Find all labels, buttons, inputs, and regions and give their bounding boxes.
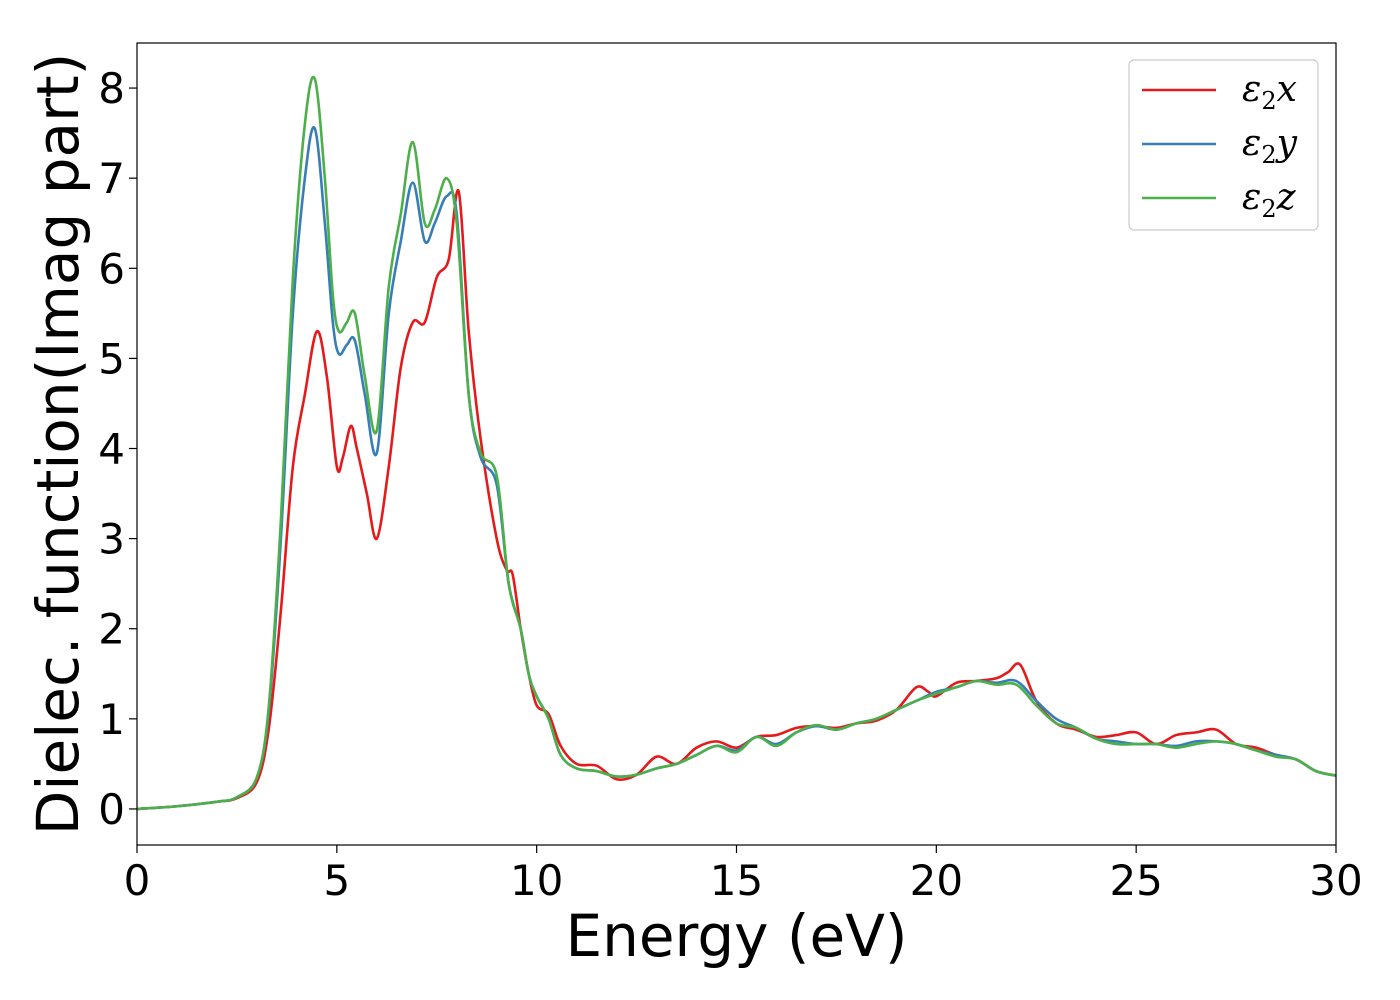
legend-label-y: ε2y: [1242, 123, 1298, 169]
x-tick-label: 0: [124, 856, 151, 905]
y-tick-label: 4: [98, 425, 125, 474]
y-axis: 0 1 2 3 4 5 6 7 8: [98, 64, 137, 834]
y-tick-label: 1: [98, 695, 125, 744]
x-tick-label: 25: [1109, 856, 1162, 905]
y-tick-label: 5: [98, 334, 125, 383]
y-tick-label: 2: [98, 605, 125, 654]
y-tick-label: 8: [98, 64, 125, 113]
y-axis-label: Dielec. function(Imag part): [24, 53, 92, 836]
y-tick-label: 7: [98, 154, 125, 203]
x-axis-label: Energy (eV): [565, 902, 907, 970]
legend-label-x: ε2x: [1242, 69, 1297, 115]
x-tick-label: 20: [910, 856, 963, 905]
x-tick-label: 10: [510, 856, 563, 905]
y-tick-label: 6: [98, 244, 125, 293]
series-line-x: [136, 188, 1337, 811]
legend: ε2x ε2y ε2z: [1128, 59, 1319, 231]
y-tick-label: 3: [98, 515, 125, 564]
plot-frame: [136, 42, 1337, 846]
series-line-z: [136, 75, 1337, 811]
x-tick-label: 5: [323, 856, 350, 905]
legend-label-z: ε2z: [1242, 177, 1297, 223]
x-tick-label: 30: [1309, 856, 1362, 905]
legend-box: [1128, 59, 1319, 231]
x-axis: 0 5 10 15 20 25 30: [124, 845, 1363, 905]
x-tick-label: 15: [710, 856, 763, 905]
y-tick-label: 0: [98, 785, 125, 834]
plot-area: [136, 75, 1337, 811]
